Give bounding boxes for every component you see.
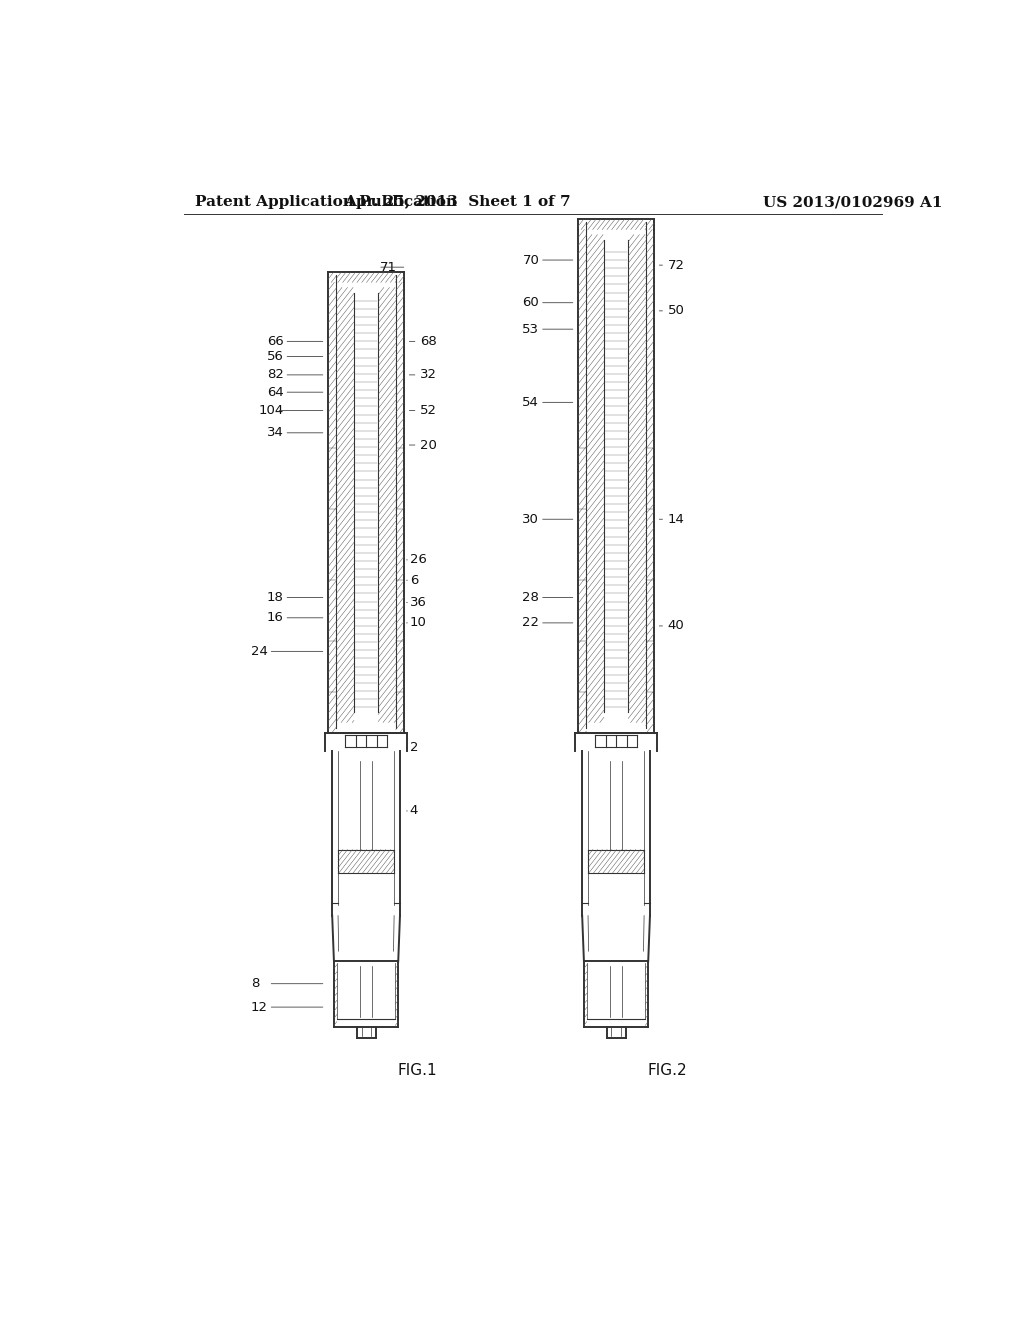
Text: 2: 2 — [410, 742, 418, 755]
Text: 12: 12 — [251, 1001, 268, 1014]
Text: 28: 28 — [522, 591, 540, 605]
Text: 14: 14 — [668, 512, 684, 525]
Text: 30: 30 — [522, 512, 540, 525]
Text: 104: 104 — [259, 404, 285, 417]
Text: FIG.1: FIG.1 — [397, 1063, 437, 1077]
Text: 70: 70 — [522, 253, 540, 267]
Text: US 2013/0102969 A1: US 2013/0102969 A1 — [763, 195, 942, 209]
Text: 53: 53 — [522, 322, 540, 335]
Text: 16: 16 — [267, 611, 284, 624]
Text: 68: 68 — [420, 335, 437, 348]
Text: 40: 40 — [668, 619, 684, 632]
Text: 64: 64 — [267, 385, 284, 399]
Text: 72: 72 — [668, 259, 685, 272]
Text: 82: 82 — [267, 368, 284, 381]
Text: FIG.2: FIG.2 — [648, 1063, 687, 1077]
Text: 52: 52 — [420, 404, 437, 417]
Text: 8: 8 — [251, 977, 259, 990]
Text: 71: 71 — [380, 260, 397, 273]
Text: 6: 6 — [410, 574, 418, 586]
Text: Apr. 25, 2013  Sheet 1 of 7: Apr. 25, 2013 Sheet 1 of 7 — [344, 195, 570, 209]
Text: Patent Application Publication: Patent Application Publication — [196, 195, 458, 209]
Text: 20: 20 — [420, 438, 437, 451]
Text: 32: 32 — [420, 368, 437, 381]
Text: 66: 66 — [267, 335, 284, 348]
Text: 26: 26 — [410, 553, 427, 566]
Text: 18: 18 — [267, 591, 284, 605]
Text: 54: 54 — [522, 396, 540, 409]
Text: 10: 10 — [410, 616, 427, 630]
Text: 60: 60 — [522, 296, 540, 309]
Text: 50: 50 — [668, 305, 684, 317]
Text: 56: 56 — [267, 350, 284, 363]
Text: 36: 36 — [410, 597, 427, 609]
Text: 24: 24 — [251, 645, 268, 657]
Text: 22: 22 — [522, 616, 540, 630]
Text: 4: 4 — [410, 804, 418, 817]
Text: 34: 34 — [267, 426, 284, 440]
